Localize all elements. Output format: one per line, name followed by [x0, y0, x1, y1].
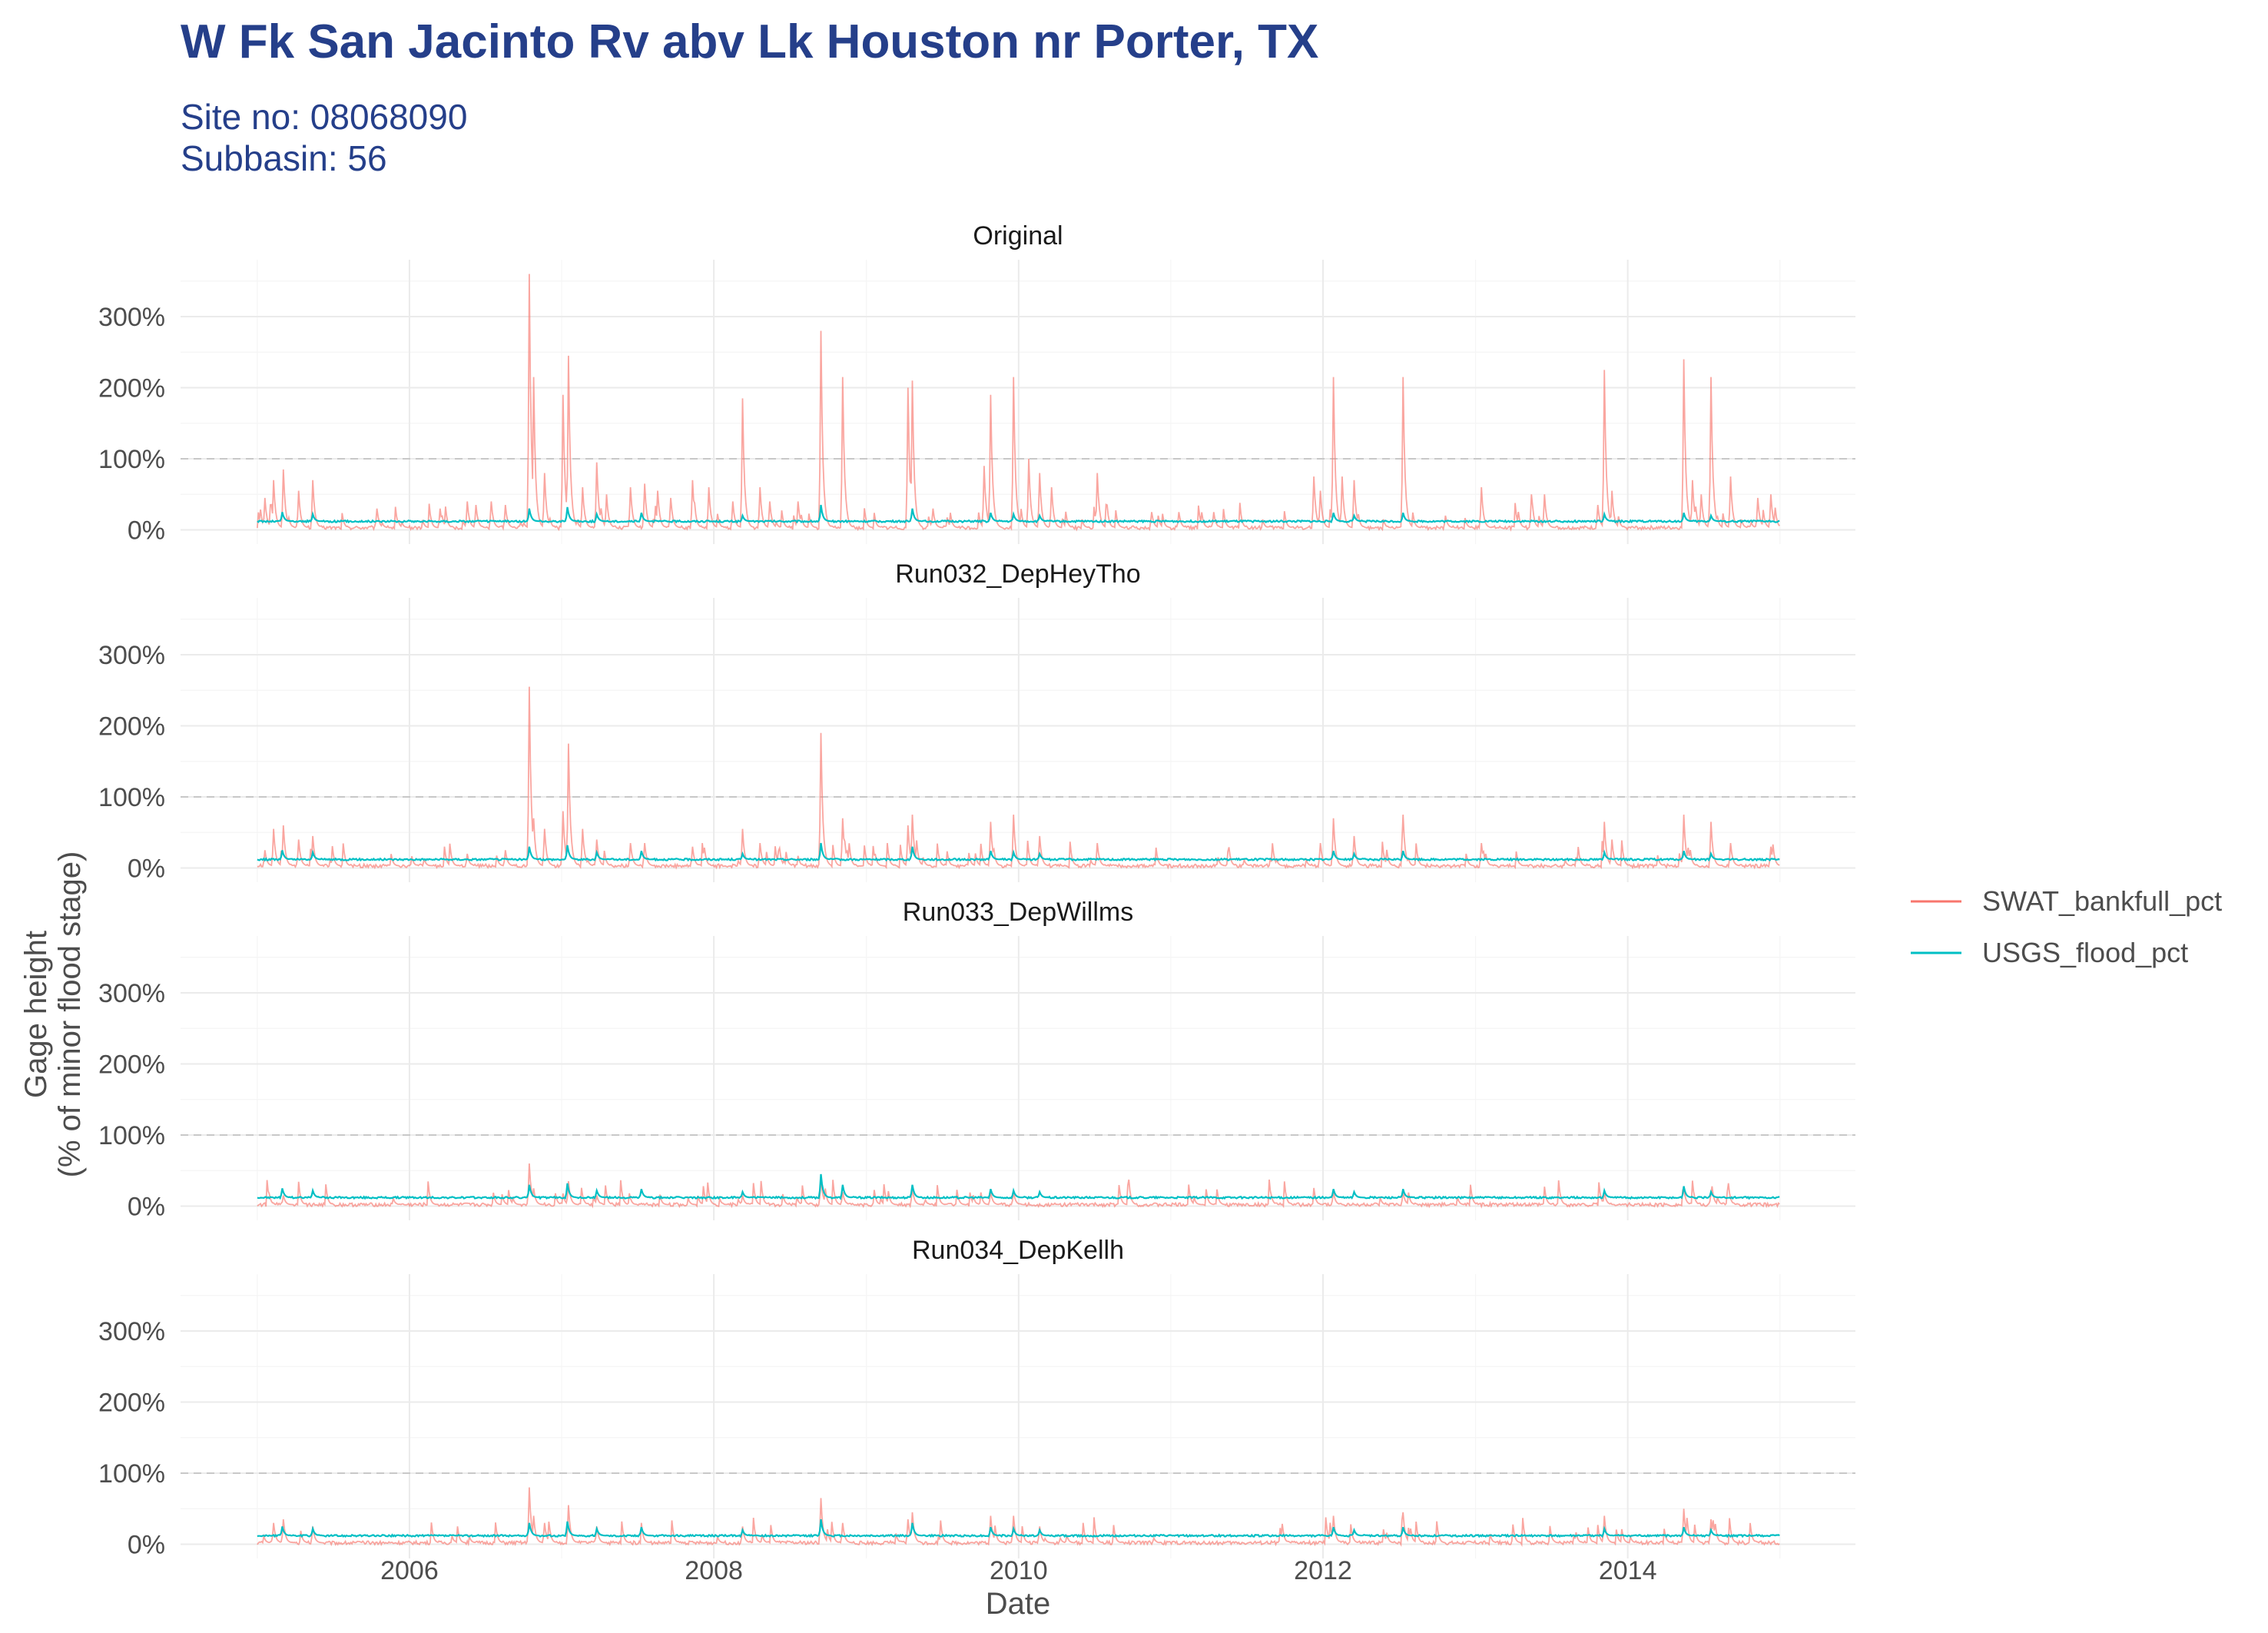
chart-title: W Fk San Jacinto Rv abv Lk Houston nr Po… [181, 15, 1318, 68]
y-tick-label: 200% [98, 1050, 165, 1080]
y-tick-label: 100% [98, 445, 165, 474]
legend-label-usgs: USGS_flood_pct [1982, 937, 2188, 968]
chart-subtitle-subbasin: Subbasin: 56 [181, 138, 387, 178]
y-tick-label: 300% [98, 1317, 165, 1346]
panel-strip-label: Run032_DepHeyTho [895, 559, 1140, 589]
panel-1: Original 0% 100% 200% 300% [98, 221, 1855, 546]
x-tick-label: 2012 [1294, 1556, 1352, 1585]
y-tick-label: 0% [128, 1531, 165, 1560]
y-tick-label: 200% [98, 374, 165, 403]
panel-4: Run034_DepKellh 0% 100% 200% 300% [98, 1236, 1855, 1560]
y-tick-label: 100% [98, 783, 165, 812]
series-line-swat [257, 686, 1780, 870]
x-tick-label: 2010 [990, 1556, 1048, 1585]
y-tick-label: 200% [98, 712, 165, 742]
series-line-swat [257, 1487, 1780, 1548]
panel-strip-label: Original [973, 221, 1063, 251]
y-axis-label-line2: (% of minor flood stage) [53, 851, 87, 1178]
chart-subtitle-site: Site no: 08068090 [181, 97, 467, 137]
x-axis: 2006 2008 2010 2012 2014 [380, 1556, 1656, 1585]
x-tick-label: 2006 [380, 1556, 439, 1585]
legend: SWAT_bankfull_pct USGS_flood_pct [1911, 885, 2222, 968]
y-axis-label: Gage height (% of minor flood stage) [19, 851, 87, 1178]
panel-strip-label: Run033_DepWillms [903, 898, 1133, 927]
y-tick-label: 300% [98, 641, 165, 670]
series-line-usgs [257, 1173, 1780, 1200]
series-line-usgs [257, 504, 1780, 524]
panel-strip-label: Run034_DepKellh [912, 1236, 1124, 1265]
series-line-usgs [257, 1518, 1780, 1538]
series-line-usgs [257, 842, 1780, 862]
series-line-swat [257, 274, 1780, 532]
y-tick-label: 100% [98, 1121, 165, 1150]
y-tick-label: 200% [98, 1389, 165, 1418]
legend-label-swat: SWAT_bankfull_pct [1982, 885, 2222, 917]
y-tick-label: 0% [128, 855, 165, 884]
panel-2: Run032_DepHeyTho 0% 100% 200% 300% [98, 559, 1855, 884]
x-tick-label: 2014 [1599, 1556, 1657, 1585]
x-axis-label: Date [986, 1587, 1051, 1621]
facet-panels: Original 0% 100% 200% 300% Run032_DepHeyTho 0%… [98, 221, 1855, 1560]
y-axis-label-line1: Gage height [19, 931, 53, 1098]
y-tick-label: 0% [128, 1193, 165, 1222]
x-tick-label: 2008 [685, 1556, 743, 1585]
y-tick-label: 300% [98, 979, 165, 1008]
panel-3: Run033_DepWillms 0% 100% 200% 300% [98, 898, 1855, 1222]
y-tick-label: 300% [98, 303, 165, 332]
series-line-swat [257, 1163, 1780, 1209]
y-tick-label: 100% [98, 1459, 165, 1489]
y-tick-label: 0% [128, 516, 165, 546]
